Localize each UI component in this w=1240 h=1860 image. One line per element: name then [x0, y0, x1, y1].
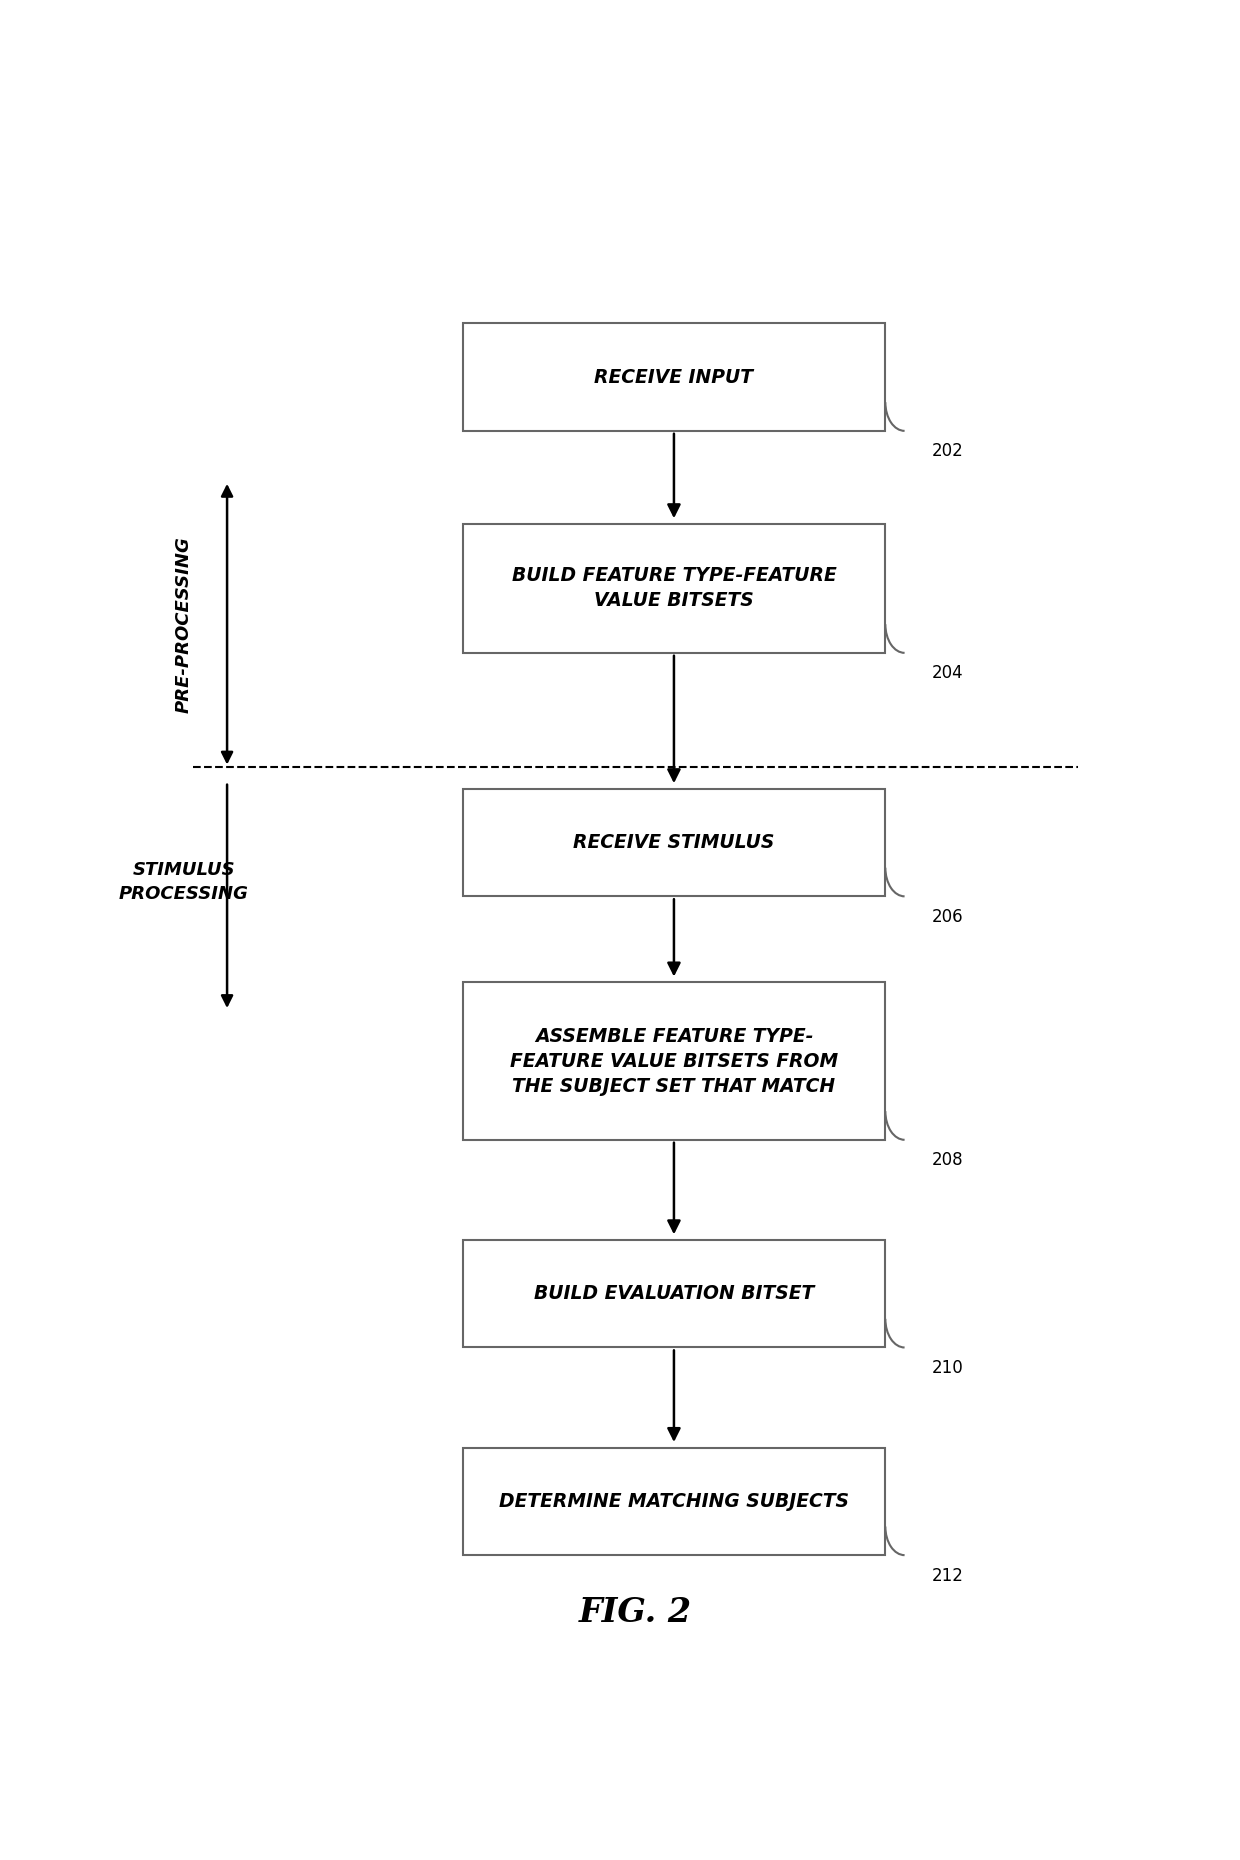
FancyBboxPatch shape — [463, 789, 885, 897]
FancyBboxPatch shape — [463, 1241, 885, 1347]
Text: PRE-PROCESSING: PRE-PROCESSING — [175, 536, 193, 712]
Text: 206: 206 — [931, 908, 963, 926]
Text: 202: 202 — [931, 443, 963, 459]
FancyBboxPatch shape — [463, 982, 885, 1140]
Text: ASSEMBLE FEATURE TYPE-
FEATURE VALUE BITSETS FROM
THE SUBJECT SET THAT MATCH: ASSEMBLE FEATURE TYPE- FEATURE VALUE BIT… — [510, 1027, 838, 1096]
Text: RECEIVE INPUT: RECEIVE INPUT — [594, 368, 754, 387]
Text: BUILD EVALUATION BITSET: BUILD EVALUATION BITSET — [533, 1283, 815, 1304]
Text: FIG. 2: FIG. 2 — [579, 1596, 692, 1629]
Text: RECEIVE STIMULUS: RECEIVE STIMULUS — [573, 833, 775, 852]
Text: 212: 212 — [931, 1566, 963, 1585]
Text: BUILD FEATURE TYPE-FEATURE
VALUE BITSETS: BUILD FEATURE TYPE-FEATURE VALUE BITSETS — [512, 567, 836, 610]
Text: 208: 208 — [931, 1151, 963, 1170]
Text: 204: 204 — [931, 664, 963, 683]
Text: 210: 210 — [931, 1360, 963, 1376]
Text: DETERMINE MATCHING SUBJECTS: DETERMINE MATCHING SUBJECTS — [498, 1492, 849, 1510]
FancyBboxPatch shape — [463, 1447, 885, 1555]
Text: STIMULUS
PROCESSING: STIMULUS PROCESSING — [119, 861, 249, 902]
FancyBboxPatch shape — [463, 525, 885, 653]
FancyBboxPatch shape — [463, 324, 885, 432]
